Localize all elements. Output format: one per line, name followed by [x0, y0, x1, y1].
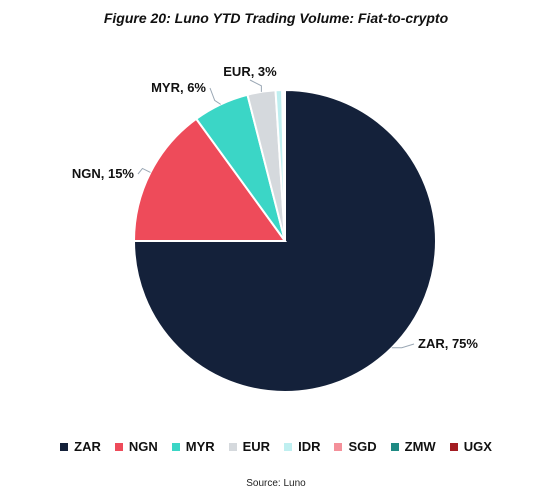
slice-label-zar: ZAR, 75% [418, 336, 478, 351]
legend-item-idr: IDR [284, 439, 320, 454]
legend-swatch [60, 442, 69, 451]
leader-line-zar [391, 343, 415, 349]
chart-title: Figure 20: Luno YTD Trading Volume: Fiat… [103, 10, 449, 26]
legend-label: NGN [128, 439, 158, 454]
legend-item-zmw: ZMW [390, 439, 436, 454]
legend-swatch [390, 442, 399, 451]
legend-swatch [449, 442, 458, 451]
legend-item-ugx: UGX [449, 439, 492, 454]
legend-label: UGX [463, 439, 492, 454]
legend: ZAR NGN MYR EUR IDR SGD ZMW UGX [10, 439, 542, 454]
legend-item-myr: MYR [171, 439, 215, 454]
legend-label: ZAR [74, 439, 101, 454]
legend-swatch [334, 442, 343, 451]
slice-label-eur: EUR, 3% [223, 64, 277, 79]
legend-swatch [114, 442, 123, 451]
source-note: Source: Luno [246, 478, 306, 489]
legend-label: IDR [298, 439, 321, 454]
legend-label: EUR [242, 439, 271, 454]
pie-chart: ZAR, 75% NGN, 15% MYR, 6% EUR, 3% [72, 64, 478, 393]
slice-label-ngn: NGN, 15% [72, 166, 135, 181]
leader-line-ngn [137, 167, 151, 175]
legend-item-zar: ZAR [60, 439, 101, 454]
legend-item-ngn: NGN [114, 439, 158, 454]
slice-label-myr: MYR, 6% [151, 80, 206, 95]
legend-item-eur: EUR [228, 439, 271, 454]
leader-line-eur [249, 79, 262, 92]
legend-label: ZMW [404, 439, 436, 454]
leader-line-myr [209, 87, 221, 105]
legend-item-sgd: SGD [334, 439, 377, 454]
legend-swatch [284, 442, 293, 451]
legend-label: SGD [348, 439, 377, 454]
legend-swatch [171, 442, 180, 451]
legend-label: MYR [185, 439, 215, 454]
legend-swatch [228, 442, 237, 451]
